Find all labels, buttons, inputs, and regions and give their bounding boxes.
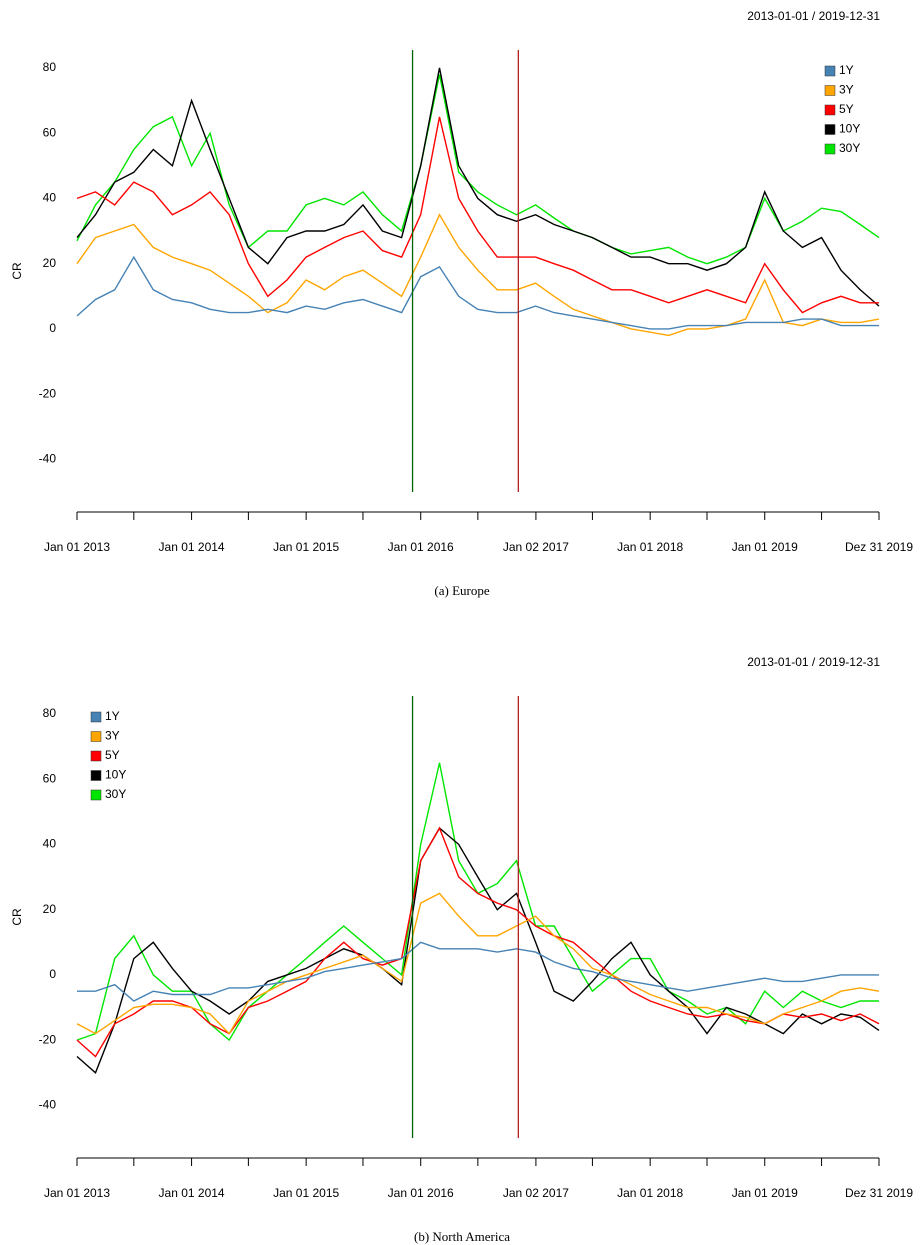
legend-label: 1Y <box>105 709 120 723</box>
y-tick-label: -40 <box>39 1098 57 1112</box>
y-tick-label: 80 <box>43 706 57 720</box>
y-tick-label: -40 <box>39 452 57 466</box>
legend-swatch <box>824 143 836 155</box>
legend-label: 30Y <box>839 141 860 155</box>
y-tick-label: -20 <box>39 386 57 400</box>
x-tick-label: Jan 01 2013 <box>44 540 110 554</box>
y-tick-label: 0 <box>49 967 56 981</box>
x-tick-label: Jan 01 2015 <box>273 540 339 554</box>
series-line <box>76 255 879 330</box>
x-tick-label: Jan 02 2017 <box>503 1186 569 1200</box>
legend-swatch <box>90 770 102 781</box>
series-line <box>76 74 880 265</box>
series-line <box>76 213 880 337</box>
series-line <box>77 941 879 1002</box>
legend-swatch <box>824 124 836 135</box>
y-axis-label: CR <box>10 262 24 280</box>
x-tick-label: Jan 01 2014 <box>159 1186 225 1200</box>
x-tick-label: Dez 31 2019 <box>845 540 913 554</box>
legend-label: 10Y <box>839 122 860 136</box>
series-line <box>76 827 880 1074</box>
legend-swatch <box>90 711 102 723</box>
y-tick-label: 60 <box>43 771 57 785</box>
y-tick-label: 40 <box>43 837 57 851</box>
legend-label: 3Y <box>839 83 854 97</box>
y-axis-label: CR <box>10 908 24 926</box>
y-tick-label: 20 <box>43 256 57 270</box>
x-tick-label: Dez 31 2019 <box>845 1186 913 1200</box>
legend-swatch <box>824 85 836 96</box>
x-tick-label: Jan 01 2019 <box>732 1186 798 1200</box>
y-tick-label: 0 <box>49 321 56 335</box>
series-line <box>76 116 879 314</box>
series-line <box>76 67 880 307</box>
legend-swatch <box>824 104 836 116</box>
legend-label: 1Y <box>839 63 854 77</box>
x-tick-label: Jan 01 2019 <box>732 540 798 554</box>
series-line <box>76 826 880 1058</box>
y-tick-label: 80 <box>43 60 57 74</box>
legend-label: 5Y <box>105 748 120 762</box>
legend-swatch <box>90 731 102 742</box>
caption: (b) North America <box>414 1229 510 1244</box>
range-label: 2013-01-01 / 2019-12-31 <box>747 9 880 23</box>
range-label: 2013-01-01 / 2019-12-31 <box>747 655 880 669</box>
x-tick-label: Jan 01 2013 <box>44 1186 110 1200</box>
x-tick-label: Jan 01 2015 <box>273 1186 339 1200</box>
series-line <box>76 892 880 1035</box>
y-tick-label: -20 <box>39 1032 57 1046</box>
y-tick-label: 40 <box>43 191 57 205</box>
x-tick-label: Jan 01 2016 <box>388 1186 454 1200</box>
y-tick-label: 60 <box>43 125 57 139</box>
legend-swatch <box>824 65 836 77</box>
caption: (a) Europe <box>434 583 489 598</box>
legend-label: 30Y <box>105 787 126 801</box>
x-tick-label: Jan 01 2018 <box>617 540 683 554</box>
series-line <box>76 762 879 1042</box>
legend-swatch <box>90 789 102 801</box>
y-tick-label: 20 <box>43 902 57 916</box>
legend-label: 10Y <box>105 768 126 782</box>
x-tick-label: Jan 02 2017 <box>503 540 569 554</box>
legend-label: 3Y <box>105 729 120 743</box>
legend-label: 5Y <box>839 102 854 116</box>
x-tick-label: Jan 01 2014 <box>159 540 225 554</box>
x-tick-label: Jan 01 2016 <box>388 540 454 554</box>
legend-swatch <box>90 750 102 762</box>
x-tick-label: Jan 01 2018 <box>617 1186 683 1200</box>
